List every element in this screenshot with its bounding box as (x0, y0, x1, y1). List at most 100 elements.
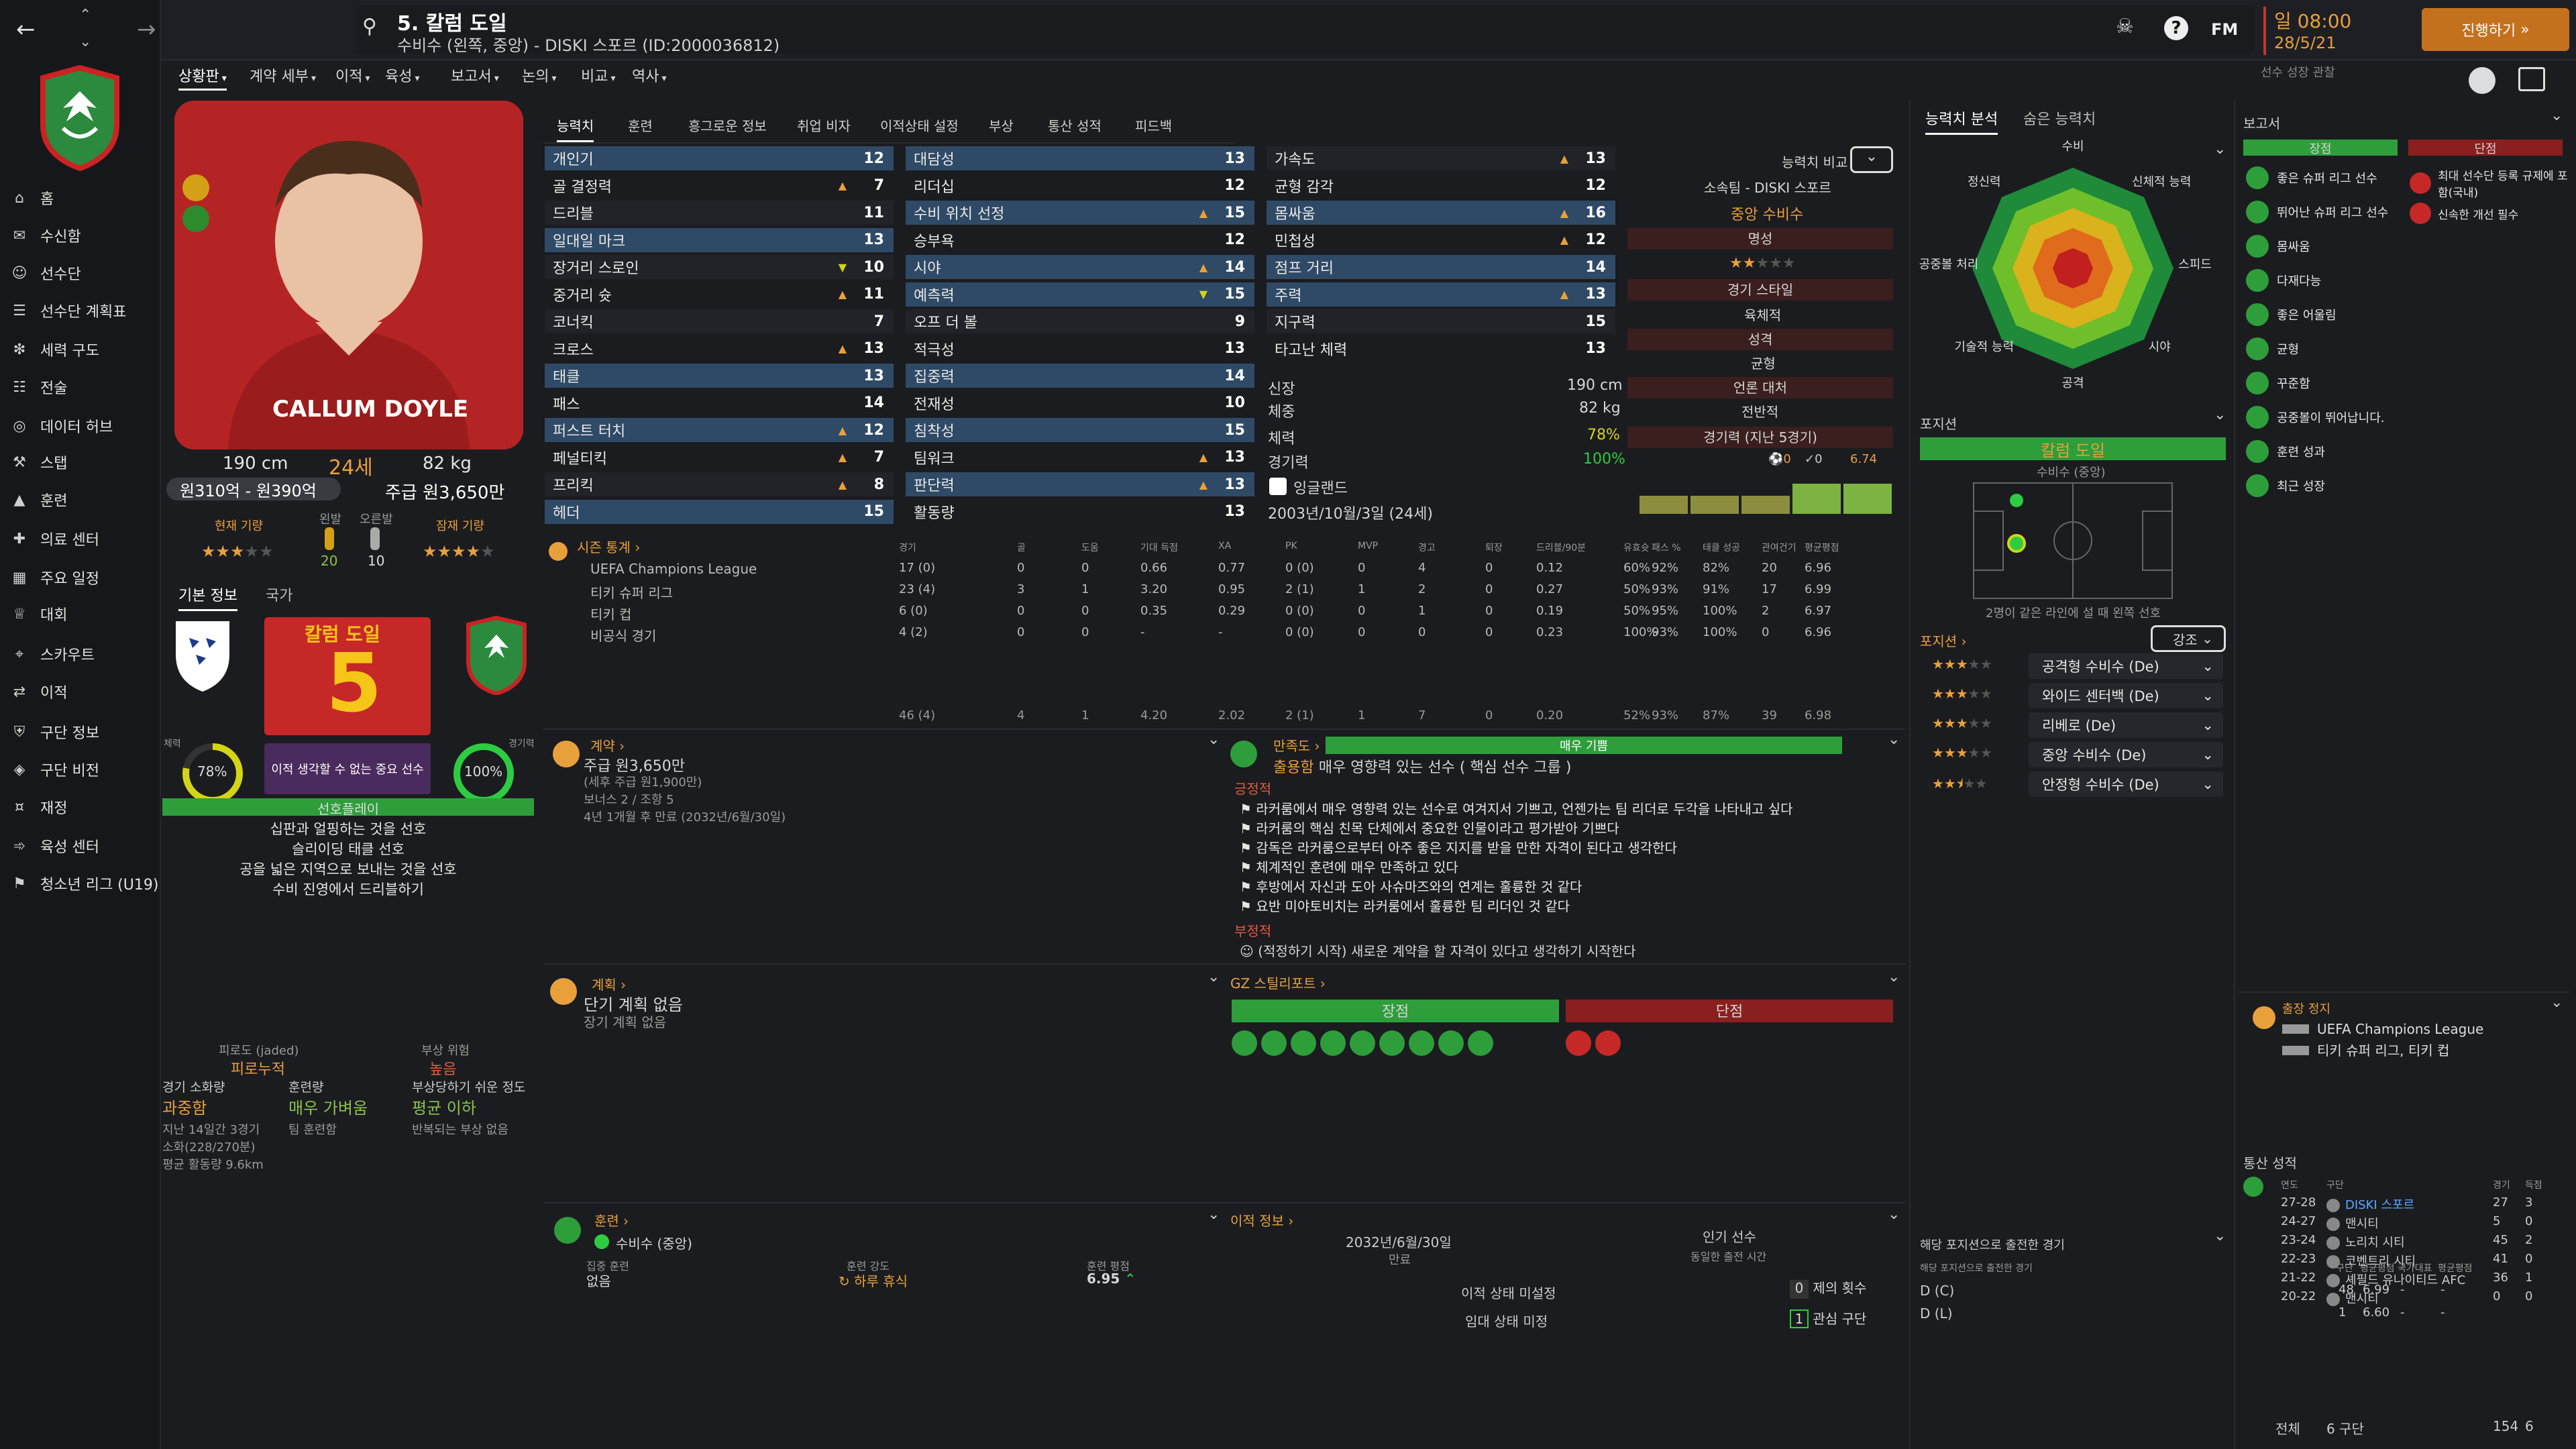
attribute-row[interactable]: 수비 위치 선정 ▲ 15 (906, 201, 1254, 225)
gz-title[interactable]: GZ 스틸리포트 › (1230, 975, 1326, 991)
tab-nation[interactable]: 국가 (266, 588, 293, 604)
offers-count[interactable]: 0 제의 횟수 (1790, 1277, 1866, 1299)
plans-title[interactable]: 계획 › (592, 977, 627, 993)
report-pro[interactable]: 뛰어난 슈퍼 리그 선수 (2246, 201, 2388, 223)
target-icon[interactable] (1409, 1030, 1434, 1056)
sidebar-item-8[interactable]: ▲ 훈련 (9, 483, 161, 517)
attribute-row[interactable]: 예측력 ▼ 15 (906, 282, 1254, 307)
subnav-item-4[interactable]: 보고서 ▾ (451, 64, 499, 86)
tab-main-2[interactable]: 흥그로운 정보 (688, 118, 767, 134)
report-pro[interactable]: 균형 (2246, 337, 2299, 360)
nav-up-icon[interactable]: ⌃ (79, 7, 92, 23)
attribute-row[interactable]: 판단력 ▲ 13 (906, 472, 1254, 496)
attribute-row[interactable]: 활동량 13 (906, 500, 1254, 524)
interest-count[interactable]: 1 관심 구단 (1790, 1308, 1866, 1328)
report-pro[interactable]: 최근 성장 (2246, 474, 2325, 497)
sidebar-item-18[interactable]: ⚑ 청소년 리그 (U19) (9, 867, 161, 900)
sidebar-item-17[interactable]: ➾ 육성 센터 (9, 829, 161, 863)
attribute-row[interactable]: 시야 ▲ 14 (906, 255, 1254, 279)
tab-main-1[interactable]: 훈련 (628, 118, 653, 134)
career-club[interactable]: DISKI 스포르 (2326, 1195, 2414, 1213)
compare-dropdown[interactable]: ⌄ (1850, 146, 1893, 173)
attribute-row[interactable]: 프리킥 ▲ 8 (545, 472, 894, 496)
attribute-row[interactable]: 전재성 10 (906, 391, 1254, 415)
attribute-row[interactable]: 퍼스트 터치 ▲ 12 (545, 418, 894, 442)
attribute-row[interactable]: 몸싸움 ▲ 16 (1267, 201, 1615, 225)
subnav-item-0[interactable]: 상황판 ▾ (178, 64, 227, 91)
notification-icon[interactable] (2469, 67, 2496, 94)
skull-icon[interactable]: ☠ (2116, 15, 2134, 38)
plans-expand-icon[interactable]: ⌄ (1208, 969, 1220, 985)
hand-icon[interactable] (1468, 1030, 1493, 1056)
report-con[interactable]: 최대 선수단 등록 규제에 포함(국내) (2410, 166, 2568, 200)
sidebar-item-7[interactable]: ⚒ 스탭 (9, 445, 161, 479)
attribute-row[interactable]: 점프 거리 14 (1267, 255, 1615, 279)
season-comp[interactable]: UEFA Champions League (590, 561, 757, 577)
report-pro[interactable]: 좋은 어울림 (2246, 303, 2337, 326)
attribute-row[interactable]: 패스 14 (545, 391, 894, 415)
sidebar-item-11[interactable]: ♕ 대회 (9, 597, 161, 631)
star-icon[interactable] (1232, 1030, 1257, 1056)
suspension-expand-icon[interactable]: ⌄ (2551, 994, 2563, 1011)
report-pro[interactable]: 공중볼이 뛰어납니다. (2246, 406, 2384, 429)
back-button[interactable]: ← (16, 16, 36, 43)
role-dropdown-4[interactable]: 안정형 수비수 (De) ⌄ (2029, 771, 2223, 797)
club-crest-small[interactable] (463, 614, 530, 696)
tab-main-3[interactable]: 취업 비자 (797, 118, 851, 134)
season-title[interactable]: 시즌 통계 › (577, 539, 641, 555)
value-range[interactable]: 원310억 - 원390억 (166, 478, 341, 500)
report-pro[interactable]: 훈련 성과 (2246, 440, 2325, 463)
satisfaction-expand-icon[interactable]: ⌄ (1888, 731, 1900, 748)
attribute-row[interactable]: 침착성 15 (906, 418, 1254, 442)
sidebar-item-13[interactable]: ⇄ 이적 (9, 675, 161, 708)
tab-main-4[interactable]: 이적상태 설정 (880, 118, 959, 134)
ball-icon[interactable] (1438, 1030, 1464, 1056)
role-dropdown-0[interactable]: 공격형 수비수 (De) ⌄ (2029, 653, 2223, 679)
transfer-expand-icon[interactable]: ⌄ (1888, 1206, 1900, 1223)
attribute-row[interactable]: 골 결정력 ▲ 7 (545, 174, 894, 198)
subnav-item-2[interactable]: 이적 ▾ (335, 64, 370, 86)
arrows-icon[interactable] (1291, 1030, 1316, 1056)
attribute-row[interactable]: 일대일 마크 13 (545, 227, 894, 252)
sidebar-item-2[interactable]: ☺ 선수단 (9, 256, 161, 290)
subnav-item-5[interactable]: 논의 ▾ (522, 64, 557, 86)
gz-expand-icon[interactable]: ⌄ (1888, 969, 1900, 985)
sidebar-item-4[interactable]: ❇ 세력 구도 (9, 333, 161, 366)
attribute-row[interactable]: 페널티킥 ▲ 7 (545, 445, 894, 470)
attribute-row[interactable]: 지구력 15 (1267, 309, 1615, 333)
subnav-item-7[interactable]: 역사 ▾ (632, 64, 667, 86)
sidebar-item-15[interactable]: ◈ 구단 비전 (9, 753, 161, 786)
position-expand-icon[interactable]: ⌄ (2214, 407, 2226, 423)
tab-main-7[interactable]: 피드백 (1135, 118, 1173, 134)
attribute-row[interactable]: 가속도 ▲ 13 (1267, 146, 1615, 170)
suspension-item[interactable]: UEFA Champions League (2282, 1021, 2483, 1037)
tab-basic-info[interactable]: 기본 정보 (178, 584, 237, 611)
attribute-row[interactable]: 집중력 14 (906, 364, 1254, 388)
training-title[interactable]: 훈련 › (594, 1213, 629, 1229)
roles-title[interactable]: 포지션 › (1920, 633, 1967, 649)
tab-main-0[interactable]: 능력치 (557, 115, 594, 142)
tab-main-6[interactable]: 통산 성적 (1048, 118, 1102, 134)
forward-button[interactable]: → (137, 16, 156, 43)
attribute-row[interactable]: 크로스 ▲ 13 (545, 337, 894, 361)
report-pro[interactable]: 꾸준함 (2246, 372, 2310, 394)
role-dropdown-2[interactable]: 리베로 (De) ⌄ (2029, 712, 2223, 738)
analysis-expand-icon[interactable]: ⌄ (2214, 141, 2226, 158)
attribute-row[interactable]: 드리블 11 (545, 201, 894, 225)
attribute-row[interactable]: 리더십 12 (906, 174, 1254, 198)
attribute-row[interactable]: 오프 더 볼 9 (906, 309, 1254, 333)
attribute-row[interactable]: 코너킥 7 (545, 309, 894, 333)
training-expand-icon[interactable]: ⌄ (1208, 1206, 1220, 1223)
sidebar-item-3[interactable]: ☰ 선수단 계획표 (9, 294, 161, 327)
club-logo[interactable] (36, 64, 123, 172)
injury-icon[interactable] (1595, 1030, 1621, 1056)
nav-down-icon[interactable]: ⌄ (79, 34, 92, 50)
layout-icon[interactable] (2518, 67, 2545, 91)
contract-title[interactable]: 계약 › (590, 738, 625, 754)
sidebar-item-9[interactable]: ✚ 의료 센터 (9, 522, 161, 555)
career-club[interactable]: 맨시티 (2326, 1289, 2379, 1307)
attribute-row[interactable]: 장거리 스로인 ▼ 10 (545, 255, 894, 279)
sidebar-item-12[interactable]: ⌖ 스카우트 (9, 637, 161, 671)
attribute-row[interactable]: 적극성 13 (906, 337, 1254, 361)
report-pro[interactable]: 몸싸움 (2246, 235, 2310, 258)
